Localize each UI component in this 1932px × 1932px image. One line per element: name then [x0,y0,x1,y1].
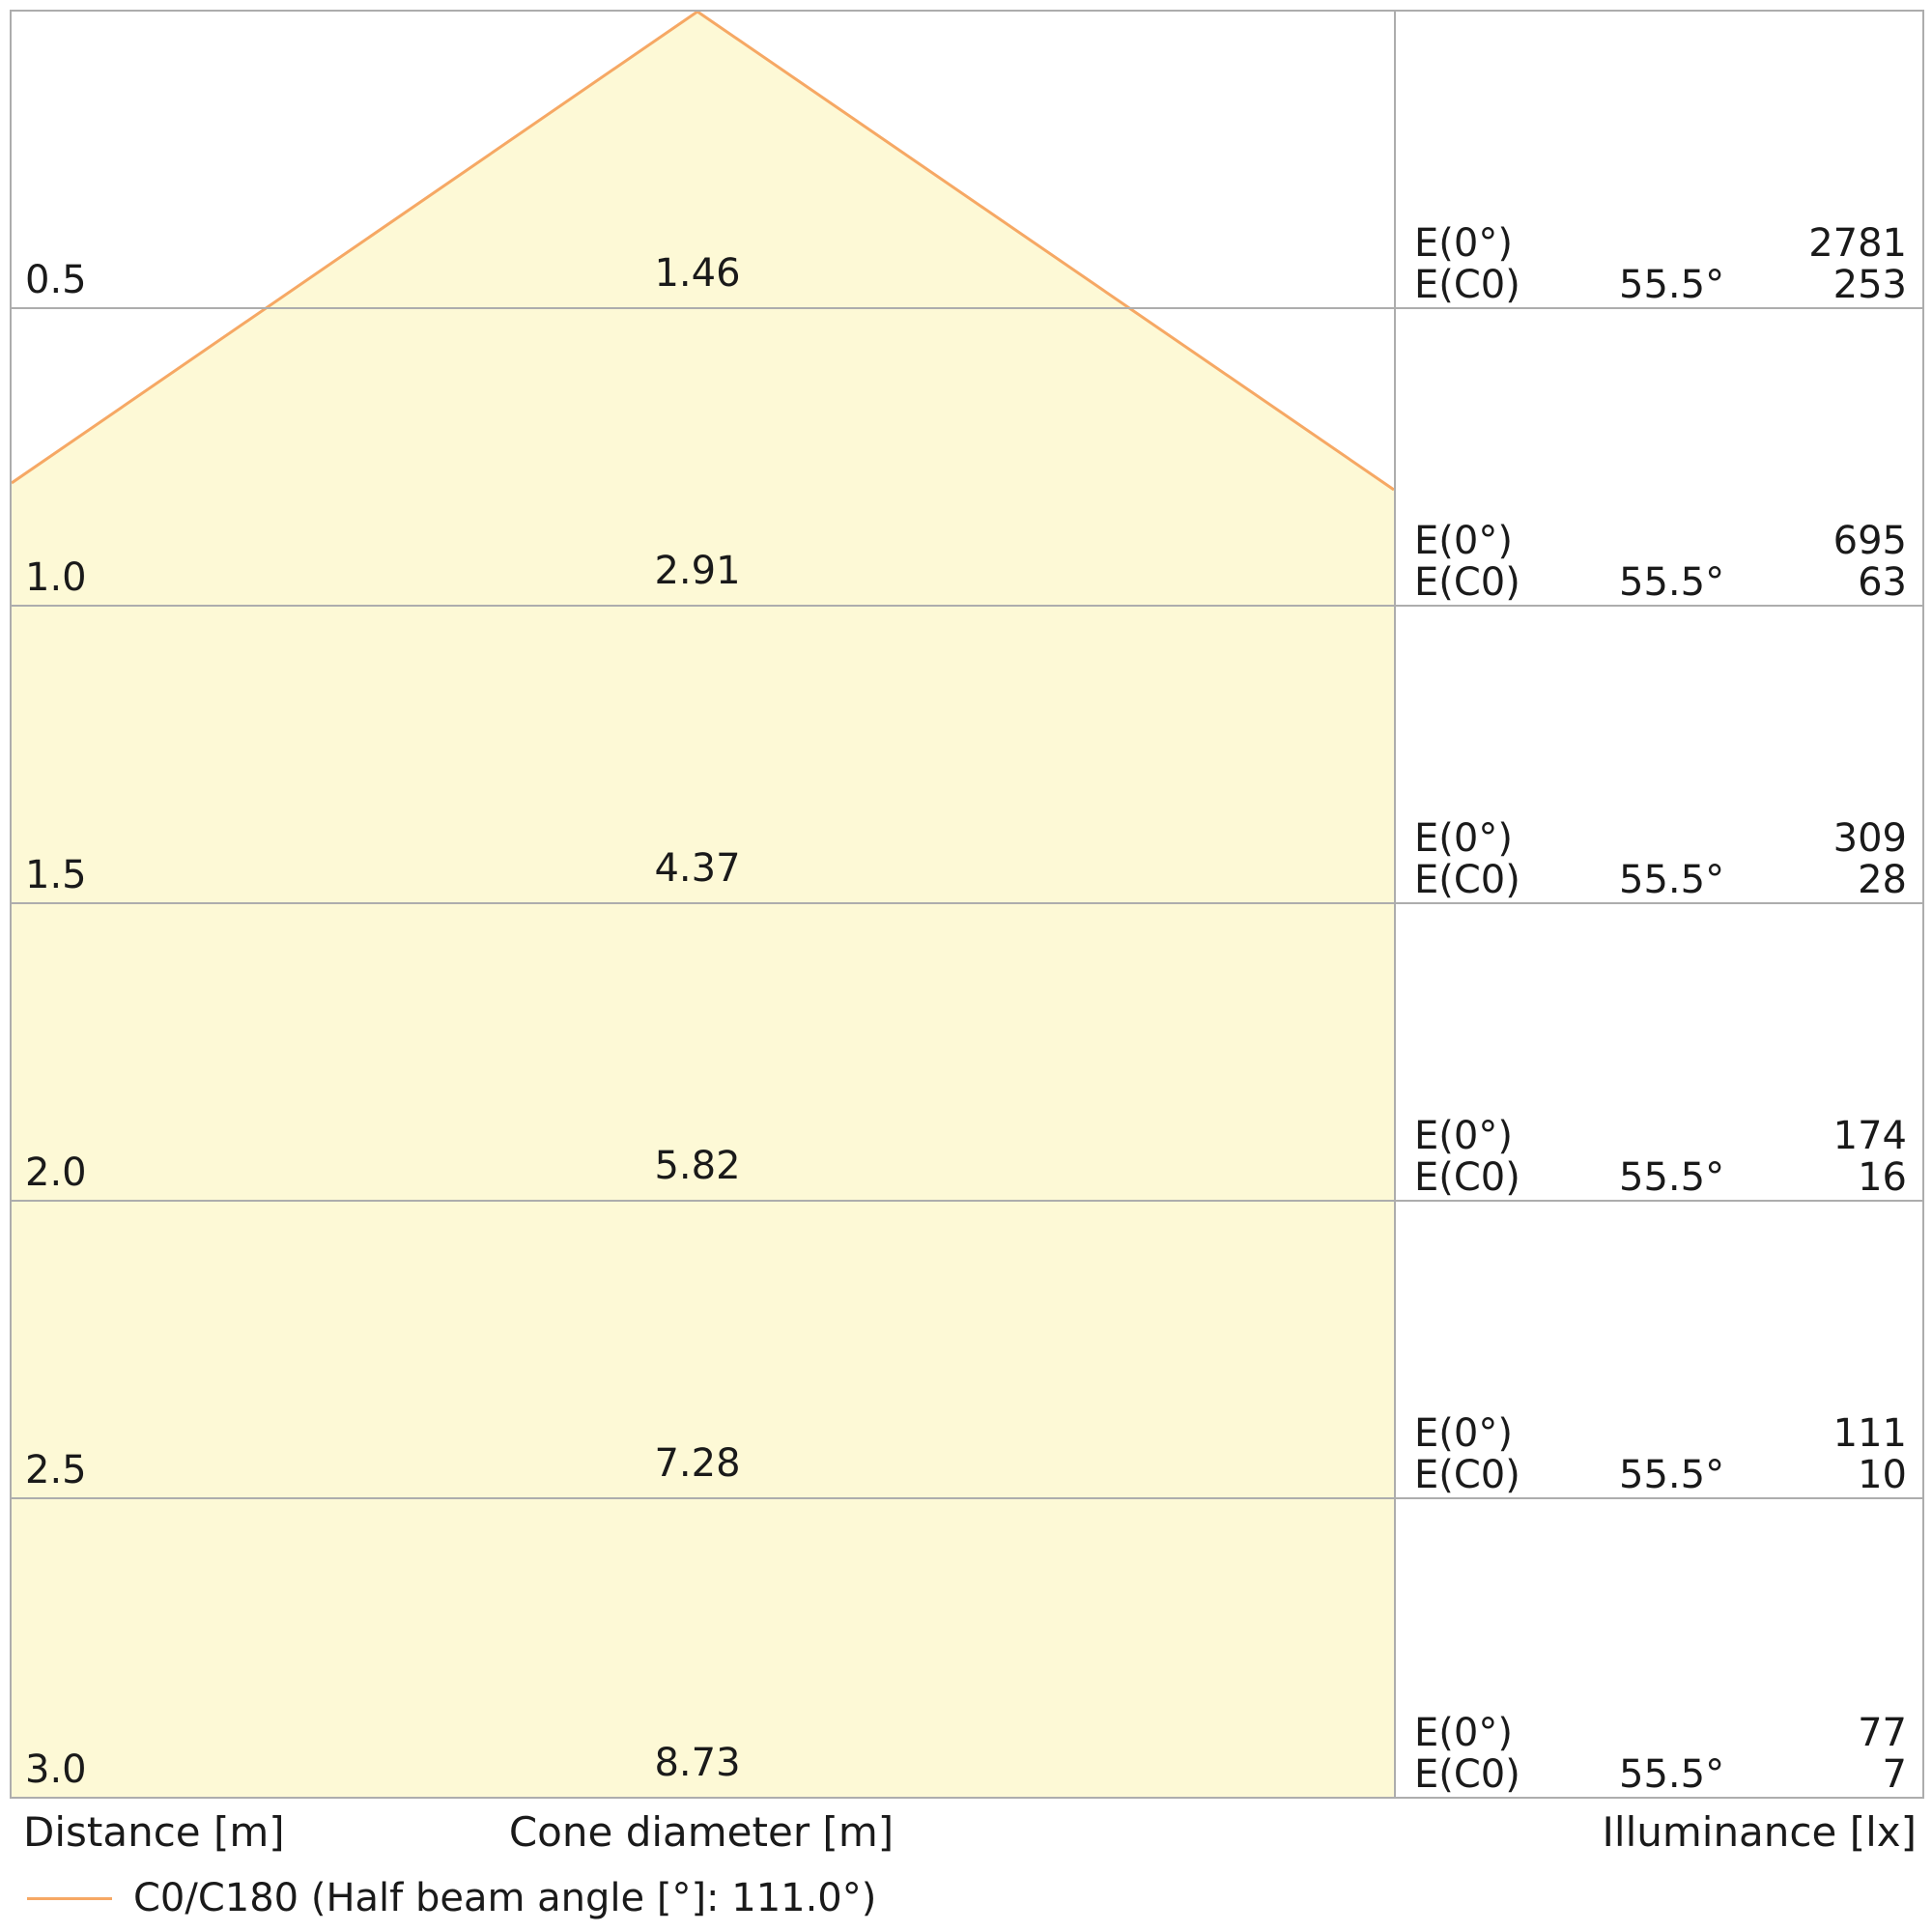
e0-label: E(0°) [1414,1114,1513,1158]
e0-label: E(0°) [1414,1411,1513,1456]
axis-labels-row: Distance [m] Cone diameter [m] Illuminan… [10,1808,1922,1859]
e0-value: 695 [1833,519,1907,563]
cone-diameter-value: 8.73 [654,1741,741,1785]
ec0-angle: 55.5° [1619,1752,1725,1797]
distance-row-2_5m: 2.5 7.28 E(0°) 111 E(C0) 55.5° 10 [12,1202,1922,1499]
legend: C0/C180 (Half beam angle [°]: 111.0°) [27,1876,876,1920]
ec0-angle: 55.5° [1619,1155,1725,1200]
distance-row-0_5m: 0.5 1.46 E(0°) 2781 E(C0) 55.5° 253 [12,12,1922,309]
ec0-label: E(C0) [1414,858,1520,902]
ec0-value: 7 [1882,1752,1907,1797]
ec0-line: E(C0) 55.5° 10 [1414,1455,1907,1496]
cone-diameter-axis-label: Cone diameter [m] [508,1808,895,1856]
e0-label: E(0°) [1414,816,1513,861]
e0-label: E(0°) [1414,519,1513,563]
ec0-label: E(C0) [1414,1155,1520,1200]
legend-line-swatch [27,1896,112,1900]
e0-line: E(0°) 77 [1414,1713,1907,1754]
ec0-value: 28 [1858,858,1907,902]
ec0-line: E(C0) 55.5° 16 [1414,1157,1907,1199]
ec0-value: 253 [1833,263,1907,307]
beam-edge-right-line [696,12,1395,492]
illuminance-column-divider [1394,12,1396,1797]
distance-row-3_0m: 3.0 8.73 E(0°) 77 E(C0) 55.5° 7 [12,1499,1922,1797]
e0-line: E(0°) 695 [1414,521,1907,562]
cone-diameter-value: 5.82 [654,1144,741,1188]
distance-axis-label: Distance [m] [23,1808,285,1856]
e0-value: 2781 [1808,221,1907,266]
beam-edge-left-line [12,12,698,485]
ec0-label: E(C0) [1414,263,1520,307]
e0-label: E(0°) [1414,1711,1513,1755]
ec0-line: E(C0) 55.5° 63 [1414,562,1907,604]
e0-value: 111 [1833,1411,1907,1456]
distance-label: 3.0 [25,1747,87,1792]
distance-label: 2.0 [25,1151,87,1195]
cone-diameter-value: 2.91 [654,549,741,593]
ec0-angle: 55.5° [1619,1453,1725,1497]
e0-line: E(0°) 2781 [1414,223,1907,265]
legend-label: C0/C180 (Half beam angle [°]: 111.0°) [133,1876,877,1920]
illuminance-block: E(0°) 111 E(C0) 55.5° 10 [1414,1413,1907,1496]
ec0-value: 63 [1858,560,1907,605]
illuminance-block: E(0°) 174 E(C0) 55.5° 16 [1414,1116,1907,1199]
illuminance-block: E(0°) 2781 E(C0) 55.5° 253 [1414,223,1907,306]
cone-diameter-value: 4.37 [654,846,741,891]
e0-value: 174 [1833,1114,1907,1158]
ec0-angle: 55.5° [1619,858,1725,902]
distance-row-1_5m: 1.5 4.37 E(0°) 309 E(C0) 55.5° 28 [12,607,1922,904]
light-cone-graphic [12,12,1395,1797]
ec0-line: E(C0) 55.5° 7 [1414,1754,1907,1796]
ec0-value: 10 [1858,1453,1907,1497]
cone-diameter-value: 7.28 [654,1441,741,1486]
e0-line: E(0°) 111 [1414,1413,1907,1455]
ec0-line: E(C0) 55.5° 253 [1414,265,1907,306]
e0-value: 309 [1833,816,1907,861]
e0-value: 77 [1858,1711,1907,1755]
distance-label: 1.0 [25,555,87,600]
distance-row-2_0m: 2.0 5.82 E(0°) 174 E(C0) 55.5° 16 [12,904,1922,1202]
cone-diameter-value: 1.46 [654,251,741,296]
cone-diagram-chart: 0.5 1.46 E(0°) 2781 E(C0) 55.5° 253 1.0 … [10,10,1924,1799]
ec0-line: E(C0) 55.5° 28 [1414,860,1907,901]
distance-label: 0.5 [25,258,87,302]
e0-line: E(0°) 174 [1414,1116,1907,1157]
illuminance-axis-label: Illuminance [lx] [1602,1808,1917,1856]
distance-row-1_0m: 1.0 2.91 E(0°) 695 E(C0) 55.5° 63 [12,309,1922,607]
ec0-label: E(C0) [1414,1752,1520,1797]
ec0-label: E(C0) [1414,560,1520,605]
ec0-angle: 55.5° [1619,560,1725,605]
ec0-label: E(C0) [1414,1453,1520,1497]
ec0-value: 16 [1858,1155,1907,1200]
illuminance-block: E(0°) 695 E(C0) 55.5° 63 [1414,521,1907,604]
illuminance-block: E(0°) 77 E(C0) 55.5° 7 [1414,1713,1907,1796]
e0-label: E(0°) [1414,221,1513,266]
e0-line: E(0°) 309 [1414,818,1907,860]
illuminance-block: E(0°) 309 E(C0) 55.5° 28 [1414,818,1907,901]
distance-label: 2.5 [25,1448,87,1492]
distance-label: 1.5 [25,853,87,897]
ec0-angle: 55.5° [1619,263,1725,307]
light-cone-shape [12,12,1394,1797]
